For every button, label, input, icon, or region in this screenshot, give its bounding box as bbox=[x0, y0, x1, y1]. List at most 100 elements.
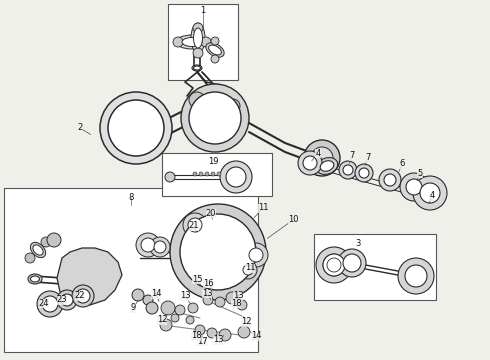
Text: 17: 17 bbox=[196, 337, 207, 346]
Circle shape bbox=[195, 325, 205, 335]
Text: 11: 11 bbox=[258, 203, 268, 212]
Circle shape bbox=[61, 294, 73, 306]
Text: 13: 13 bbox=[180, 292, 190, 301]
Ellipse shape bbox=[320, 161, 334, 171]
Text: 23: 23 bbox=[57, 296, 67, 305]
Circle shape bbox=[160, 319, 172, 331]
Circle shape bbox=[323, 254, 345, 276]
Ellipse shape bbox=[176, 35, 208, 49]
Circle shape bbox=[413, 176, 447, 210]
Circle shape bbox=[175, 305, 185, 315]
Circle shape bbox=[327, 258, 341, 272]
Circle shape bbox=[150, 237, 170, 257]
Circle shape bbox=[203, 295, 213, 305]
Circle shape bbox=[181, 84, 249, 152]
Circle shape bbox=[355, 164, 373, 182]
Text: 7: 7 bbox=[349, 152, 355, 161]
Circle shape bbox=[193, 48, 203, 58]
Text: 10: 10 bbox=[288, 216, 298, 225]
Circle shape bbox=[100, 92, 172, 164]
Circle shape bbox=[343, 254, 361, 272]
Text: 6: 6 bbox=[399, 159, 405, 168]
Circle shape bbox=[384, 174, 396, 186]
Circle shape bbox=[154, 241, 166, 253]
Circle shape bbox=[226, 167, 246, 187]
Circle shape bbox=[25, 253, 35, 263]
Circle shape bbox=[343, 165, 353, 175]
Text: 13: 13 bbox=[233, 292, 244, 301]
Text: 14: 14 bbox=[251, 332, 261, 341]
Circle shape bbox=[42, 296, 58, 312]
Text: 12: 12 bbox=[241, 318, 251, 327]
Circle shape bbox=[116, 116, 140, 140]
Circle shape bbox=[183, 213, 207, 237]
Text: 22: 22 bbox=[75, 292, 85, 301]
Circle shape bbox=[316, 247, 352, 283]
Text: 5: 5 bbox=[417, 168, 423, 177]
Circle shape bbox=[146, 302, 158, 314]
Circle shape bbox=[188, 303, 198, 313]
Circle shape bbox=[220, 161, 252, 193]
Text: 3: 3 bbox=[355, 239, 361, 248]
Circle shape bbox=[215, 297, 225, 307]
Circle shape bbox=[108, 100, 164, 156]
Circle shape bbox=[171, 314, 179, 322]
Circle shape bbox=[400, 173, 428, 201]
Ellipse shape bbox=[194, 66, 200, 70]
Text: 13: 13 bbox=[213, 336, 223, 345]
Circle shape bbox=[199, 172, 203, 176]
Text: 15: 15 bbox=[192, 274, 202, 284]
Ellipse shape bbox=[194, 28, 202, 48]
Circle shape bbox=[161, 301, 175, 315]
Circle shape bbox=[249, 248, 263, 262]
Circle shape bbox=[406, 179, 422, 195]
Circle shape bbox=[219, 329, 231, 341]
Text: 2: 2 bbox=[77, 123, 83, 132]
Circle shape bbox=[173, 37, 183, 47]
Circle shape bbox=[205, 172, 209, 176]
Bar bbox=[314, 234, 436, 300]
Circle shape bbox=[41, 237, 51, 247]
Text: 19: 19 bbox=[208, 157, 218, 166]
Circle shape bbox=[339, 161, 357, 179]
Circle shape bbox=[186, 316, 194, 324]
Text: 4: 4 bbox=[316, 148, 320, 158]
Circle shape bbox=[57, 290, 77, 310]
Circle shape bbox=[199, 102, 231, 134]
Ellipse shape bbox=[191, 23, 205, 53]
Text: 11: 11 bbox=[245, 264, 255, 273]
Ellipse shape bbox=[28, 274, 42, 284]
Circle shape bbox=[359, 168, 369, 178]
Circle shape bbox=[398, 258, 434, 294]
Circle shape bbox=[112, 127, 128, 143]
Circle shape bbox=[211, 55, 219, 63]
Circle shape bbox=[198, 233, 212, 247]
Circle shape bbox=[189, 92, 205, 108]
Circle shape bbox=[141, 238, 155, 252]
Circle shape bbox=[201, 37, 211, 47]
Circle shape bbox=[238, 326, 250, 338]
Circle shape bbox=[193, 23, 203, 33]
Circle shape bbox=[243, 265, 253, 275]
Circle shape bbox=[207, 328, 217, 338]
Circle shape bbox=[226, 99, 240, 113]
Bar bbox=[168, 4, 238, 80]
Text: 13: 13 bbox=[202, 288, 212, 297]
Circle shape bbox=[198, 232, 238, 272]
Text: 21: 21 bbox=[189, 221, 199, 230]
Ellipse shape bbox=[33, 245, 43, 255]
Text: 20: 20 bbox=[206, 208, 216, 217]
Circle shape bbox=[170, 204, 266, 300]
Circle shape bbox=[76, 289, 90, 303]
Text: 18: 18 bbox=[191, 332, 201, 341]
Ellipse shape bbox=[209, 45, 221, 55]
Ellipse shape bbox=[30, 276, 40, 282]
Text: 24: 24 bbox=[39, 298, 49, 307]
Text: 12: 12 bbox=[157, 315, 167, 324]
Text: 4: 4 bbox=[429, 192, 435, 201]
Ellipse shape bbox=[30, 242, 46, 258]
Circle shape bbox=[237, 300, 247, 310]
Circle shape bbox=[165, 172, 175, 182]
Circle shape bbox=[217, 172, 221, 176]
Circle shape bbox=[304, 140, 340, 176]
